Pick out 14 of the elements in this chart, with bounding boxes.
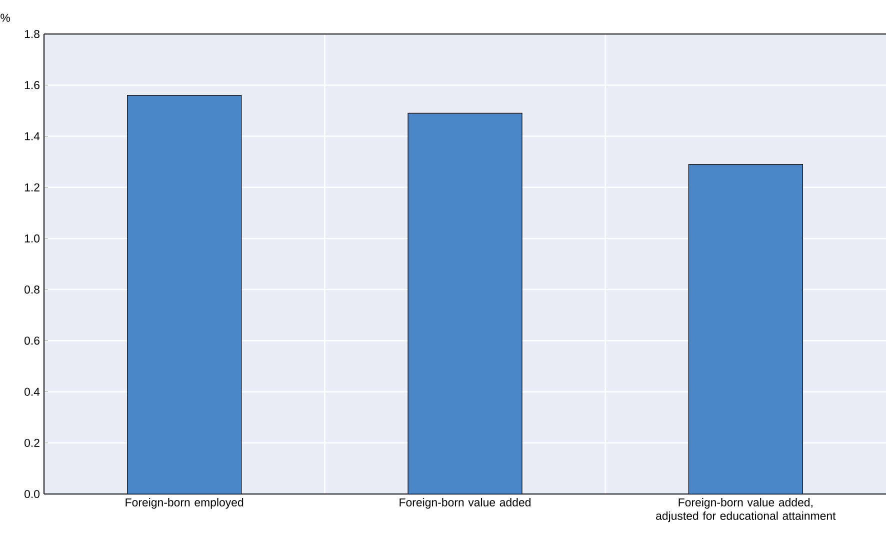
y-tick-label: 0.6 bbox=[24, 336, 40, 345]
y-tick-label: 1.4 bbox=[24, 132, 40, 140]
x-tick-label: Foreign-born employed bbox=[126, 498, 244, 509]
y-tick-label: 1.0 bbox=[24, 234, 40, 242]
y-tick-label: 0.4 bbox=[24, 388, 40, 396]
y-axis-title: % bbox=[0, 14, 10, 22]
y-tick-label: 1.2 bbox=[24, 183, 40, 192]
x-tick-label: Foreign-born value added bbox=[400, 498, 530, 509]
y-tick-label: 0.0 bbox=[24, 490, 40, 498]
y-tick-label: 1.8 bbox=[24, 30, 40, 38]
y-tick-label: 0.2 bbox=[24, 438, 40, 447]
x-tick-label: Foreign-born value added, adjusted for educational attainment bbox=[656, 498, 836, 522]
y-tick-label: 1.6 bbox=[24, 81, 40, 90]
y-tick-label: 0.8 bbox=[24, 286, 40, 294]
